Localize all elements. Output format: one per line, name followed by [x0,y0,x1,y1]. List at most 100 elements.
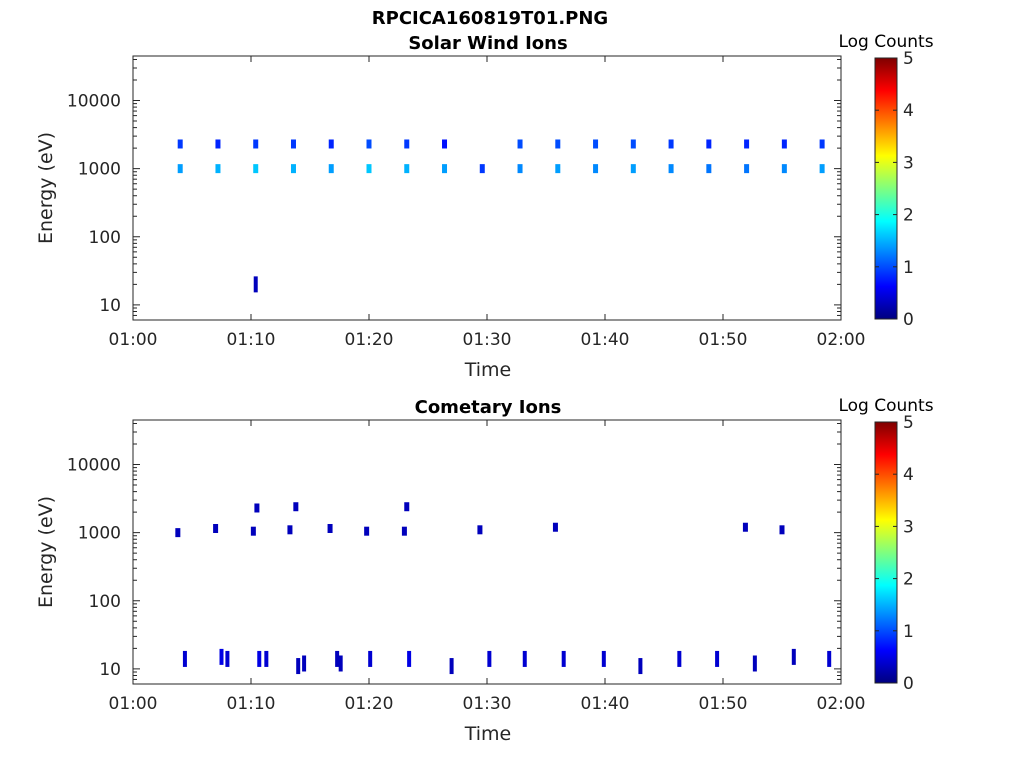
solar-wind-x-label: Time [464,359,512,381]
cometary-burst [487,650,492,667]
cometary-burst [364,526,370,536]
solar-wind-burst [630,139,636,149]
solar-wind-burst [479,164,485,174]
cometary-burst [335,650,340,667]
cometary-burst [296,658,301,675]
solar-wind-burst [781,164,787,174]
solar-wind-burst [819,139,825,149]
solar-wind-burst [253,276,258,293]
cometary-y-tick-label: 1000 [78,524,121,544]
cometary-burst [791,648,796,665]
cometary-colorbar-scale [874,421,898,684]
solar-wind-colorbar-scale [874,57,898,320]
cometary-burst [254,503,260,513]
cometary-colorbar-tick-label: 0 [903,674,914,694]
solar-wind-x-tick-label: 01:00 [109,330,158,350]
cometary-panel: Cometary Ions 01:00 01:10 01:20 01:30 01:40 0… [35,397,866,745]
solar-wind-burst [253,139,259,149]
solar-wind-burst [177,139,183,149]
cometary-x-tick-label: 01:30 [463,694,512,714]
solar-wind-burst [593,139,599,149]
solar-wind-panel: Solar Wind Ions 01:00 01:10 01:20 01:30 01:4… [35,33,866,381]
figure-title: RPCICA160819T01.PNG [372,8,608,29]
solar-wind-x-tick-label: 01:40 [581,330,630,350]
cometary-burst [715,650,720,667]
cometary-burst [522,650,527,667]
solar-wind-burst [253,164,259,174]
cometary-burst [225,650,230,667]
solar-wind-colorbar-tick-label: 2 [903,206,914,226]
cometary-colorbar-tick-label: 5 [903,413,914,433]
solar-wind-burst [328,164,334,174]
cometary-x-tick-label: 01:50 [699,694,748,714]
cometary-burst [182,650,187,667]
solar-wind-burst [630,164,636,174]
cometary-burst [327,523,333,533]
cometary-colorbar: Log Counts 0 1 2 3 4 5 [838,396,933,694]
solar-wind-burst [442,139,448,149]
solar-wind-colorbar-ticks: 0 1 2 3 4 5 [875,49,914,330]
cometary-burst [293,502,299,512]
cometary-burst [175,528,181,538]
cometary-burst [742,522,748,532]
solar-wind-burst [781,139,787,149]
solar-wind-burst [555,139,561,149]
solar-wind-colorbar-tick-label: 1 [903,258,914,278]
solar-wind-burst [366,164,372,174]
cometary-y-ticks: 10 100 1000 10000 [67,422,841,685]
cometary-colorbar-tick-label: 4 [903,465,914,485]
solar-wind-burst [290,139,296,149]
cometary-burst [264,650,269,667]
solar-wind-burst [404,139,410,149]
cometary-plot-area [132,419,842,685]
solar-wind-burst [668,139,674,149]
solar-wind-title: Solar Wind Ions [408,33,567,54]
cometary-x-tick-label: 01:40 [581,694,630,714]
solar-wind-burst [706,164,712,174]
cometary-burst [552,522,558,532]
cometary-burst [677,650,682,667]
cometary-marks [175,502,832,675]
cometary-burst [638,658,643,675]
cometary-x-tick-label: 01:20 [345,694,394,714]
cometary-colorbar-tick-label: 1 [903,622,914,642]
cometary-burst [257,650,262,667]
cometary-burst [213,523,219,533]
solar-wind-burst [290,164,296,174]
solar-wind-burst [404,164,410,174]
solar-wind-colorbar-tick-label: 4 [903,101,914,121]
solar-wind-y-tick-label: 10000 [67,92,121,112]
cometary-x-tick-label: 02:00 [817,694,866,714]
solar-wind-burst [744,139,750,149]
solar-wind-burst [819,164,825,174]
cometary-burst [601,650,606,667]
solar-wind-x-tick-label: 01:50 [699,330,748,350]
cometary-x-tick-label: 01:00 [109,694,158,714]
solar-wind-colorbar-tick-label: 3 [903,153,914,173]
solar-wind-colorbar-tick-label: 5 [903,49,914,69]
cometary-burst [404,502,410,512]
solar-wind-y-ticks: 10 100 1000 10000 [67,58,841,321]
cometary-y-tick-label: 100 [89,592,121,612]
solar-wind-colorbar-tick-label: 0 [903,310,914,330]
cometary-y-tick-label: 10 [99,660,121,680]
cometary-x-tick-label: 01:10 [227,694,276,714]
solar-wind-burst [668,164,674,174]
cometary-burst [302,655,307,672]
solar-wind-x-ticks: 01:00 01:10 01:20 01:30 01:40 01:50 02:00 [109,56,866,350]
solar-wind-x-tick-label: 02:00 [817,330,866,350]
cometary-y-tick-label: 10000 [67,456,121,476]
cometary-y-label: Energy (eV) [35,496,57,608]
solar-wind-burst [555,164,561,174]
cometary-burst [449,658,454,675]
solar-wind-burst [593,164,599,174]
cometary-colorbar-ticks: 0 1 2 3 4 5 [875,413,914,694]
solar-wind-y-tick-label: 10 [99,296,121,316]
solar-wind-colorbar: Log Counts 0 1 2 3 4 5 [838,32,933,330]
cometary-burst [477,525,483,535]
solar-wind-x-tick-label: 01:30 [463,330,512,350]
cometary-x-ticks: 01:00 01:10 01:20 01:30 01:40 01:50 02:00 [109,420,866,714]
cometary-burst [752,655,757,672]
cometary-burst [407,650,412,667]
